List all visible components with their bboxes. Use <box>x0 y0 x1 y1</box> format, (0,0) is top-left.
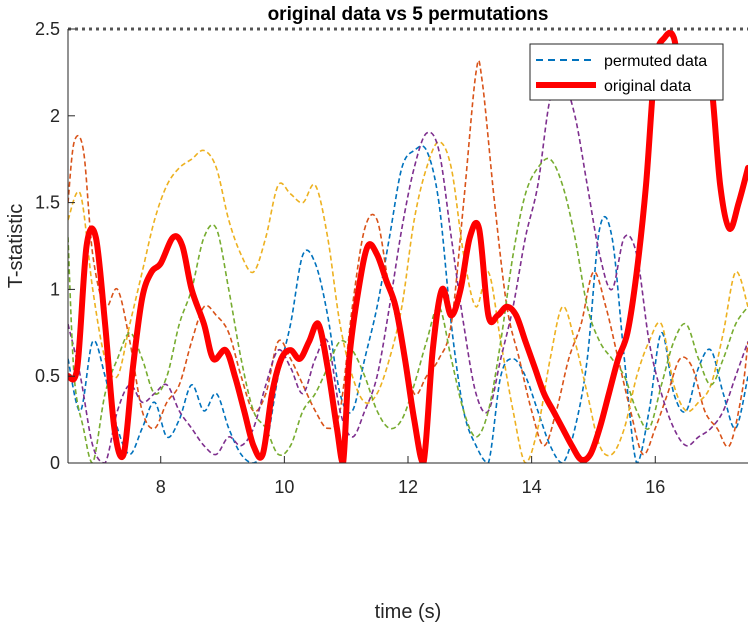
x-tick-label-4: 16 <box>645 477 665 497</box>
permuted-data-line-5 <box>68 157 748 463</box>
permuted-data-line-4 <box>68 79 748 463</box>
axes-layer: 8 10 12 14 16 0 0.5 1 1.5 2 2.5 <box>35 19 748 497</box>
x-tick-label-0: 8 <box>156 477 166 497</box>
x-tick-label-2: 12 <box>398 477 418 497</box>
y-tick-label-2: 1 <box>50 279 60 299</box>
permuted-data-line-1 <box>68 145 748 463</box>
series-layer <box>68 29 748 463</box>
permuted-data-line-3 <box>68 141 748 463</box>
y-tick-label-3: 1.5 <box>35 193 60 213</box>
y-tick-label-0: 0 <box>50 453 60 473</box>
legend-label-original: original data <box>604 78 691 95</box>
y-axis-label: T-statistic <box>5 204 27 288</box>
y-tick-label-1: 0.5 <box>35 366 60 386</box>
legend: permuted data original data <box>529 43 724 101</box>
legend-label-permuted: permuted data <box>604 53 707 70</box>
y-tick-label-4: 2 <box>50 106 60 126</box>
legend-box <box>529 43 724 101</box>
y-tick-label-5: 2.5 <box>35 19 60 39</box>
original-data-line <box>68 29 748 463</box>
chart-title: original data vs 5 permutations <box>268 4 549 25</box>
x-tick-label-3: 14 <box>522 477 542 497</box>
x-axis-label: time (s) <box>375 601 442 623</box>
x-tick-label-1: 10 <box>274 477 294 497</box>
